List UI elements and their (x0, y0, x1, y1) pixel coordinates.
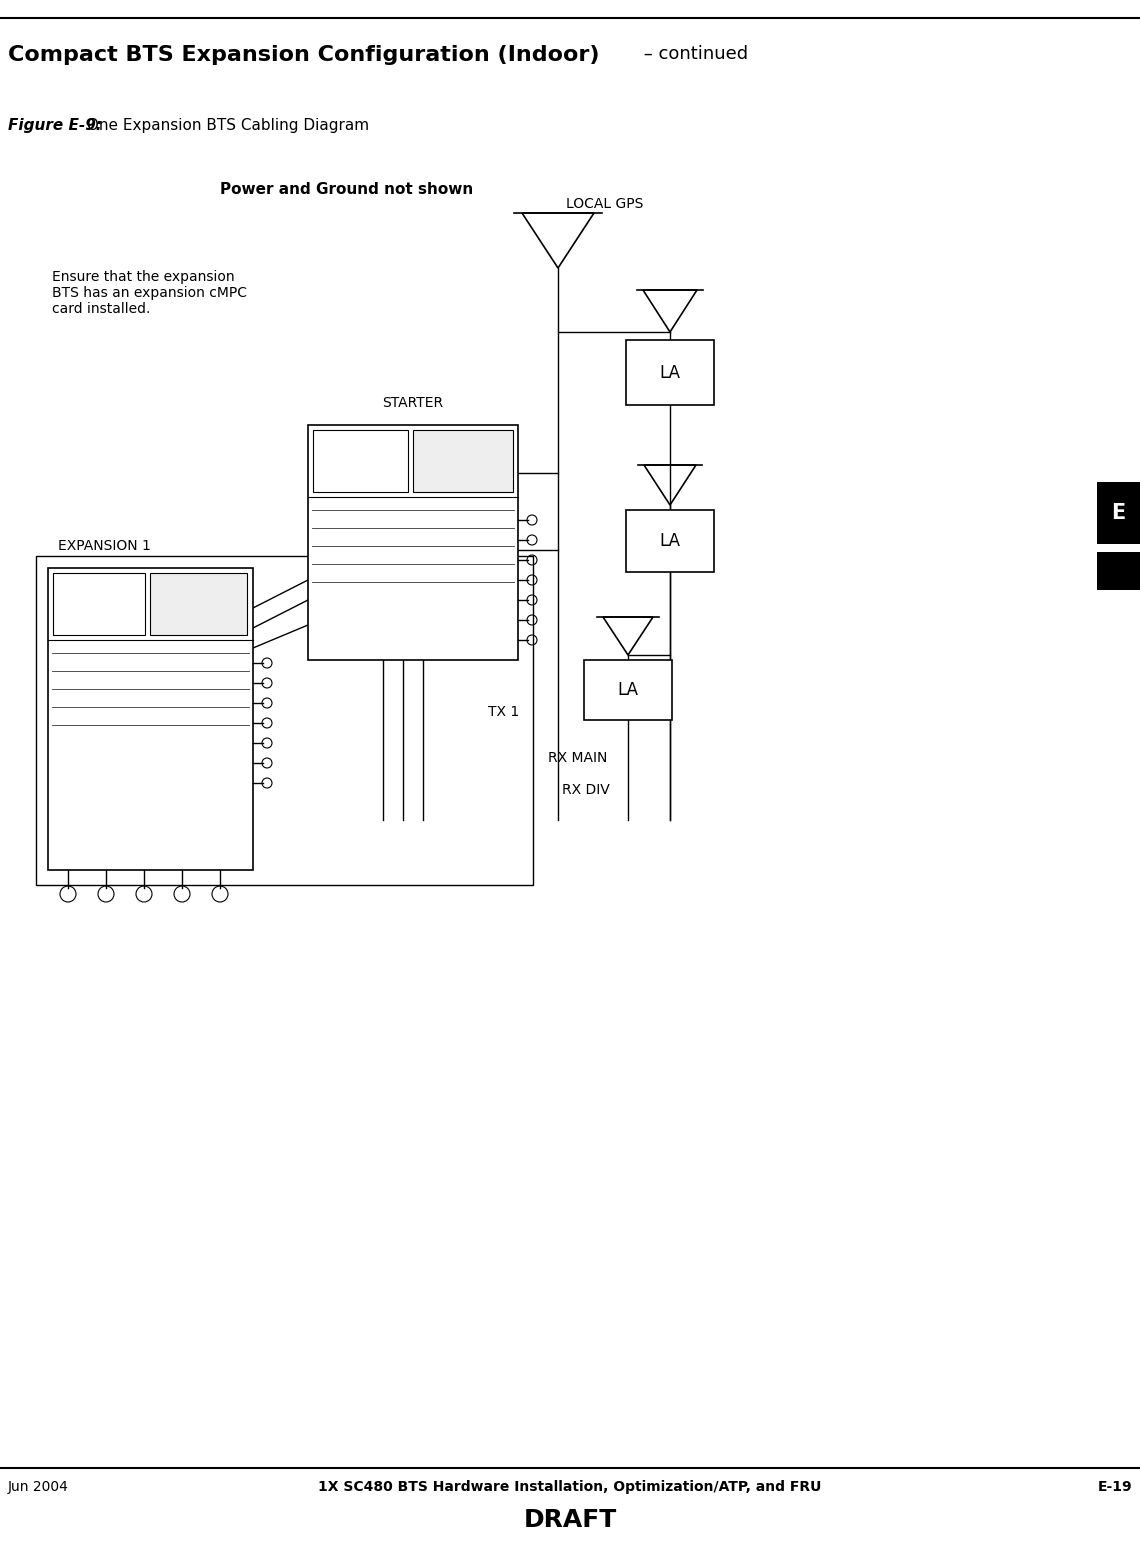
Text: Power and Ground not shown: Power and Ground not shown (220, 182, 473, 198)
Bar (626, 339, 714, 404)
Text: – continued: – continued (638, 45, 748, 63)
Text: RX DIV: RX DIV (562, 782, 610, 798)
Text: E: E (1112, 503, 1125, 523)
Bar (308, 424, 518, 660)
Text: LA: LA (618, 680, 638, 699)
Bar (314, 430, 408, 492)
Text: E-19: E-19 (1098, 1480, 1132, 1494)
Bar (584, 660, 671, 721)
Text: STARTER: STARTER (382, 397, 443, 410)
Bar (413, 430, 513, 492)
Text: One Expansion BTS Cabling Diagram: One Expansion BTS Cabling Diagram (82, 117, 369, 133)
Bar (52, 572, 145, 636)
Bar (36, 555, 534, 886)
Bar (626, 511, 714, 572)
Text: TX 1: TX 1 (488, 705, 519, 719)
Text: EXPANSION 1: EXPANSION 1 (58, 539, 150, 552)
Text: RX MAIN: RX MAIN (548, 751, 608, 765)
Text: Jun 2004: Jun 2004 (8, 1480, 68, 1494)
Text: LA: LA (660, 364, 681, 381)
Text: LOCAL GPS: LOCAL GPS (565, 198, 643, 211)
Bar (150, 572, 247, 636)
Text: DRAFT: DRAFT (523, 1508, 617, 1532)
Bar (1097, 552, 1140, 589)
Bar (48, 568, 253, 870)
Bar (1097, 481, 1140, 545)
Text: Figure E-9:: Figure E-9: (8, 117, 101, 133)
Text: LA: LA (660, 532, 681, 549)
Text: 1X SC480 BTS Hardware Installation, Optimization/ATP, and FRU: 1X SC480 BTS Hardware Installation, Opti… (318, 1480, 822, 1494)
Text: Compact BTS Expansion Configuration (Indoor): Compact BTS Expansion Configuration (Ind… (8, 45, 600, 65)
Text: Ensure that the expansion
BTS has an expansion cMPC
card installed.: Ensure that the expansion BTS has an exp… (52, 270, 247, 316)
